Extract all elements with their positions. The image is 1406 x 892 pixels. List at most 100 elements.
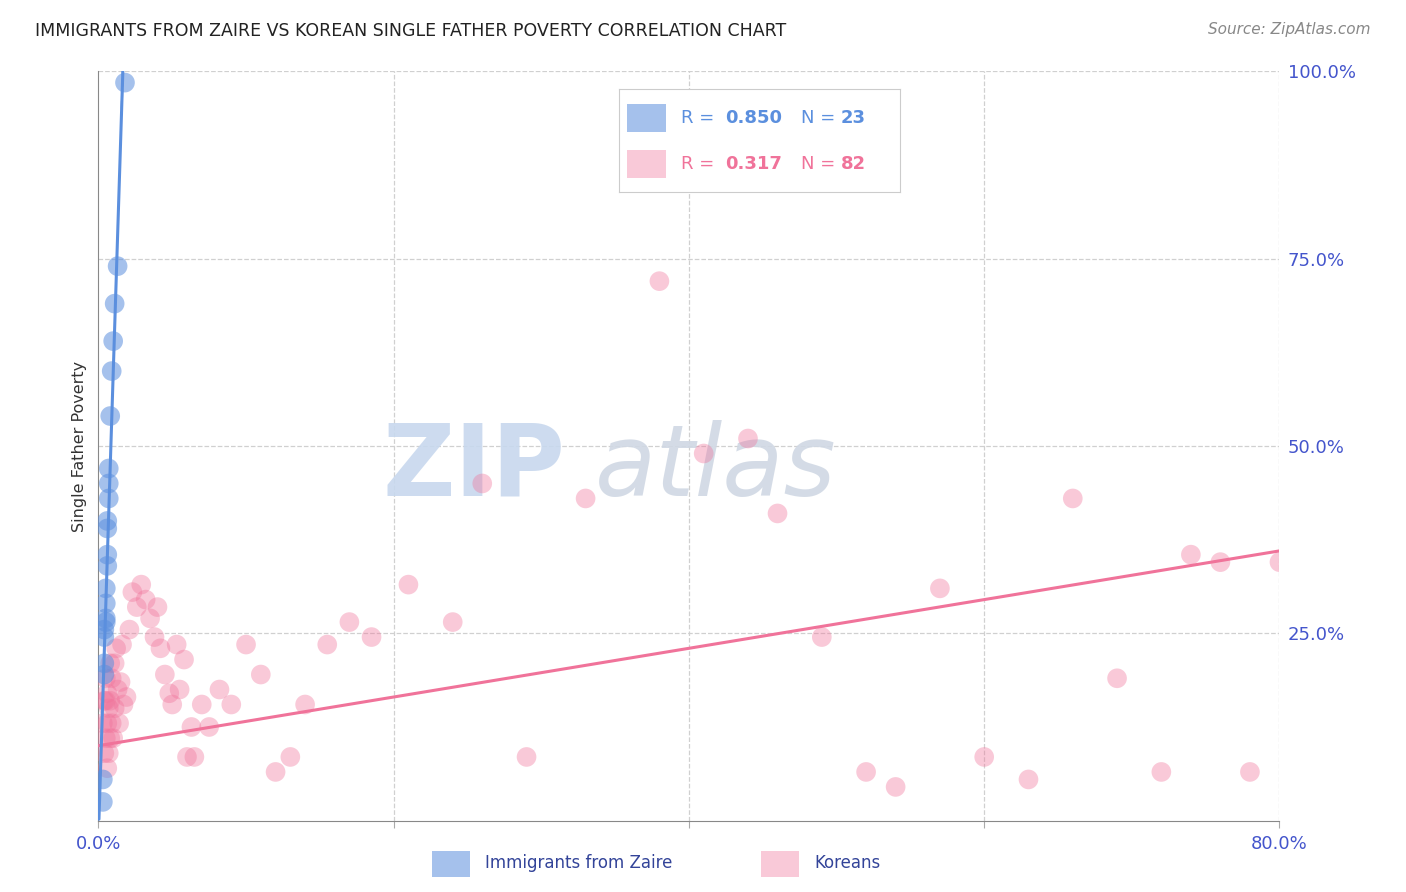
- Point: [105, 641, 128, 656]
- Text: Koreans: Koreans: [814, 854, 880, 872]
- Point: [1062, 491, 1084, 506]
- Point: [1107, 671, 1129, 685]
- Point: [98, 657, 121, 671]
- Point: [97, 461, 120, 475]
- Point: [94, 582, 117, 596]
- Point: [129, 577, 152, 591]
- Point: [1180, 548, 1202, 562]
- Point: [221, 698, 243, 712]
- Text: R =: R =: [681, 109, 720, 127]
- Point: [1284, 548, 1306, 562]
- Text: 82: 82: [841, 155, 866, 173]
- Point: [94, 731, 117, 746]
- Point: [93, 630, 115, 644]
- Point: [107, 682, 129, 697]
- Point: [441, 615, 464, 629]
- Point: [264, 764, 287, 779]
- Point: [91, 716, 114, 731]
- Text: 23: 23: [841, 109, 866, 127]
- Point: [104, 657, 127, 671]
- Point: [169, 682, 191, 697]
- Point: [250, 667, 273, 681]
- Point: [98, 409, 121, 423]
- Point: [143, 630, 166, 644]
- Point: [97, 491, 120, 506]
- Point: [94, 596, 117, 610]
- Point: [360, 630, 382, 644]
- Point: [96, 558, 118, 573]
- Text: 0.850: 0.850: [725, 109, 783, 127]
- Point: [766, 507, 789, 521]
- Text: atlas: atlas: [595, 420, 837, 517]
- Point: [166, 638, 188, 652]
- Point: [94, 671, 117, 685]
- Point: [100, 671, 122, 685]
- Point: [1298, 540, 1320, 554]
- Point: [96, 548, 118, 562]
- Point: [94, 694, 117, 708]
- Point: [98, 694, 121, 708]
- Point: [103, 731, 125, 746]
- Point: [693, 446, 716, 460]
- Point: [810, 630, 832, 644]
- Point: [118, 623, 141, 637]
- Point: [97, 476, 120, 491]
- Point: [157, 686, 180, 700]
- Point: [1313, 533, 1336, 547]
- Point: [104, 296, 127, 310]
- Point: [339, 615, 361, 629]
- Point: [516, 750, 538, 764]
- Point: [114, 76, 136, 90]
- Point: [112, 698, 135, 712]
- Bar: [627, 103, 666, 132]
- Point: [153, 667, 176, 681]
- Text: N =: N =: [801, 109, 841, 127]
- Y-axis label: Single Father Poverty: Single Father Poverty: [72, 360, 87, 532]
- Text: Immigrants from Zaire: Immigrants from Zaire: [485, 854, 673, 872]
- Point: [884, 780, 907, 794]
- Point: [139, 611, 162, 625]
- Point: [198, 720, 221, 734]
- Point: [100, 364, 122, 378]
- Text: R =: R =: [681, 155, 725, 173]
- Point: [96, 521, 118, 535]
- Text: N =: N =: [801, 155, 841, 173]
- Point: [280, 750, 302, 764]
- Point: [108, 716, 131, 731]
- Point: [162, 698, 183, 712]
- Point: [1018, 772, 1040, 787]
- Bar: [761, 851, 799, 877]
- Point: [98, 731, 121, 746]
- Point: [96, 514, 118, 528]
- Point: [97, 746, 120, 760]
- Point: [97, 701, 120, 715]
- Point: [176, 750, 198, 764]
- Point: [235, 638, 257, 652]
- Point: [929, 582, 952, 596]
- Point: [1239, 764, 1261, 779]
- Point: [648, 274, 671, 288]
- Point: [1268, 555, 1291, 569]
- Point: [91, 772, 114, 787]
- Point: [183, 750, 205, 764]
- Point: [94, 615, 117, 629]
- Point: [96, 761, 118, 775]
- Point: [93, 657, 115, 671]
- Point: [93, 694, 115, 708]
- Point: [173, 652, 195, 666]
- Text: ZIP: ZIP: [382, 420, 565, 517]
- Point: [104, 701, 127, 715]
- Point: [180, 720, 202, 734]
- Point: [96, 716, 118, 731]
- Text: IMMIGRANTS FROM ZAIRE VS KOREAN SINGLE FATHER POVERTY CORRELATION CHART: IMMIGRANTS FROM ZAIRE VS KOREAN SINGLE F…: [35, 22, 786, 40]
- Point: [973, 750, 995, 764]
- Point: [737, 432, 759, 446]
- Point: [93, 746, 115, 760]
- Point: [107, 259, 129, 273]
- Point: [149, 641, 172, 656]
- Point: [94, 611, 117, 625]
- Point: [125, 600, 148, 615]
- Point: [398, 577, 420, 591]
- Point: [208, 682, 231, 697]
- Point: [294, 698, 316, 712]
